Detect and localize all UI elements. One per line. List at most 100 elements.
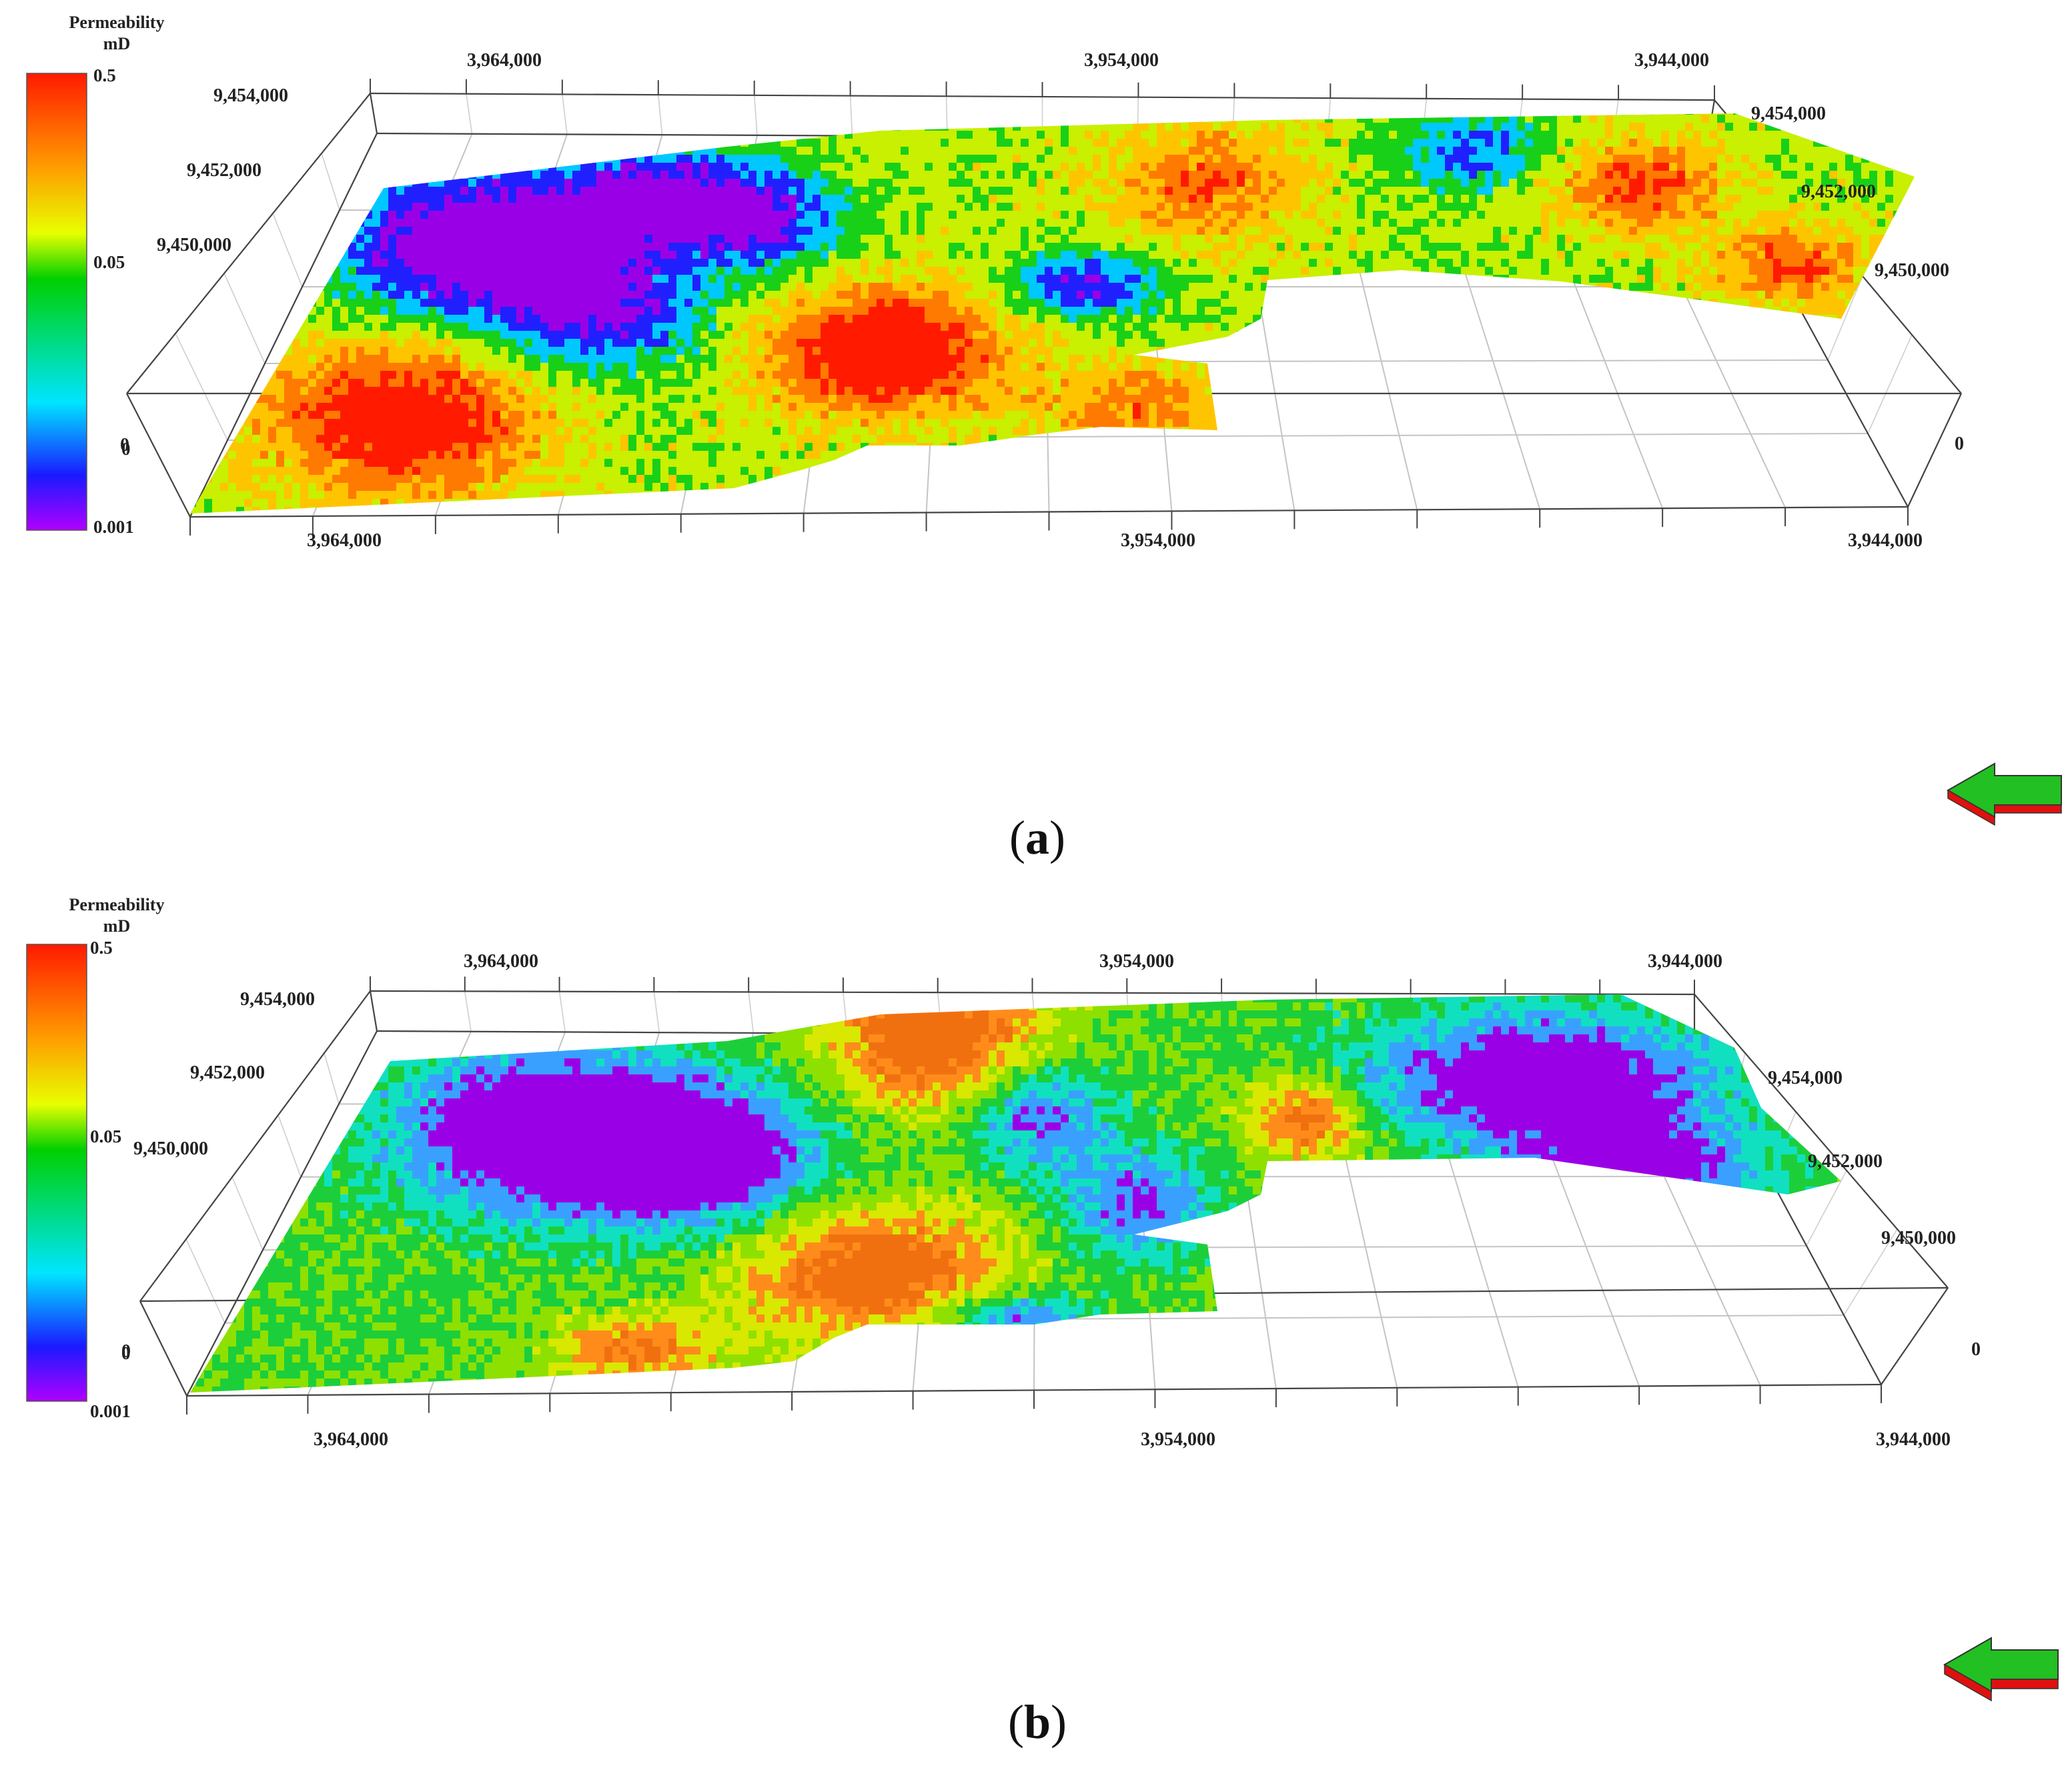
permeability-cell: [460, 131, 469, 139]
permeability-cell: [1229, 219, 1237, 227]
permeability-cell: [1365, 163, 1374, 171]
permeability-cell: [1125, 211, 1133, 219]
permeability-cell: [1477, 131, 1486, 139]
permeability-cell: [764, 179, 773, 187]
permeability-cell: [813, 155, 821, 163]
permeability-cell: [1413, 243, 1422, 251]
permeability-cell: [1693, 171, 1702, 179]
permeability-cell: [628, 113, 637, 115]
permeability-cell: [212, 203, 221, 211]
permeability-cell: [1101, 275, 1109, 283]
permeability-cell: [1749, 251, 1758, 259]
permeability-cell: [1461, 243, 1470, 251]
permeability-cell: [508, 211, 517, 219]
permeability-cell: [1045, 243, 1053, 251]
permeability-cell: [861, 235, 869, 243]
permeability-cell: [356, 131, 365, 139]
permeability-cell: [1269, 227, 1277, 235]
permeability-cell: [492, 203, 501, 211]
permeability-cell: [1021, 115, 1029, 123]
permeability-cell: [356, 195, 365, 203]
permeability-cell: [1469, 195, 1478, 203]
permeability-cell: [877, 179, 885, 187]
permeability-cell: [524, 131, 533, 139]
permeability-cell: [444, 113, 453, 115]
permeability-cell: [1797, 171, 1806, 179]
permeability-cell: [268, 123, 277, 131]
permeability-cell: [1293, 227, 1302, 235]
permeability-cell: [1797, 227, 1806, 235]
permeability-cell: [893, 259, 901, 267]
permeability-cell: [1477, 235, 1486, 243]
permeability-cell: [1013, 139, 1021, 147]
permeability-cell: [652, 195, 661, 203]
permeability-cell: [1621, 275, 1630, 283]
permeability-cell: [1157, 155, 1165, 163]
permeability-cell: [1205, 195, 1213, 203]
permeability-cell: [692, 251, 701, 259]
permeability-cell: [764, 227, 773, 235]
permeability-cell: [1237, 251, 1245, 259]
permeability-cell: [1885, 113, 1894, 115]
permeability-cell: [1373, 235, 1382, 243]
permeability-cell: [1621, 235, 1630, 243]
permeability-cell: [1845, 211, 1854, 219]
permeability-cell: [997, 147, 1005, 155]
permeability-cell: [1157, 243, 1165, 251]
permeability-cell: [1629, 115, 1638, 123]
permeability-cell: [1021, 147, 1029, 155]
permeability-cell: [476, 219, 485, 227]
permeability-cell: [396, 171, 405, 179]
permeability-cell: [372, 235, 381, 243]
permeability-cell: [1333, 147, 1342, 155]
permeability-cell: [252, 113, 261, 115]
permeability-cell: [1477, 163, 1486, 171]
permeability-cell: [1189, 267, 1197, 275]
permeability-cell: [628, 123, 637, 131]
permeability-cell: [628, 211, 637, 219]
permeability-cell: [756, 235, 765, 243]
permeability-cell: [1605, 259, 1614, 267]
permeability-cell: [1085, 203, 1093, 211]
permeability-cell: [813, 243, 821, 251]
permeability-cell: [1389, 171, 1398, 179]
permeability-cell: [708, 147, 717, 155]
permeability-cell: [388, 155, 397, 163]
permeability-cell: [781, 243, 789, 251]
permeability-cell: [781, 235, 789, 243]
permeability-cell: [1805, 131, 1814, 139]
permeability-cell: [684, 259, 693, 267]
permeability-cell: [1397, 259, 1406, 267]
permeability-cell: [444, 131, 453, 139]
permeability-cell: [813, 179, 821, 187]
permeability-cell: [1669, 275, 1678, 283]
permeability-cell: [949, 139, 957, 147]
permeability-cell: [1877, 195, 1886, 203]
permeability-cell: [1573, 187, 1582, 195]
permeability-cell: [1797, 219, 1806, 227]
permeability-cell: [700, 195, 709, 203]
permeability-cell: [1589, 211, 1598, 219]
permeability-cell: [1757, 123, 1766, 131]
permeability-cell: [372, 275, 381, 283]
permeability-cell: [1005, 275, 1013, 283]
permeability-cell: [1069, 123, 1077, 131]
permeability-cell: [452, 123, 461, 131]
permeability-cell: [1021, 195, 1029, 203]
permeability-cell: [1629, 235, 1638, 243]
permeability-cell: [837, 275, 845, 283]
permeability-cell: [1741, 187, 1750, 195]
permeability-cell: [244, 283, 253, 291]
permeability-cell: [372, 227, 381, 235]
permeability-cell: [204, 113, 213, 115]
permeability-cell: [380, 275, 389, 283]
permeability-cell: [1565, 275, 1574, 283]
permeability-cell: [1053, 115, 1061, 123]
permeability-cell: [949, 243, 957, 251]
permeability-cell: [228, 187, 237, 195]
permeability-cell: [588, 251, 597, 259]
permeability-cell: [1837, 187, 1846, 195]
permeability-cell: [1797, 139, 1806, 147]
permeability-cell: [204, 139, 213, 147]
permeability-cell: [1741, 195, 1750, 203]
